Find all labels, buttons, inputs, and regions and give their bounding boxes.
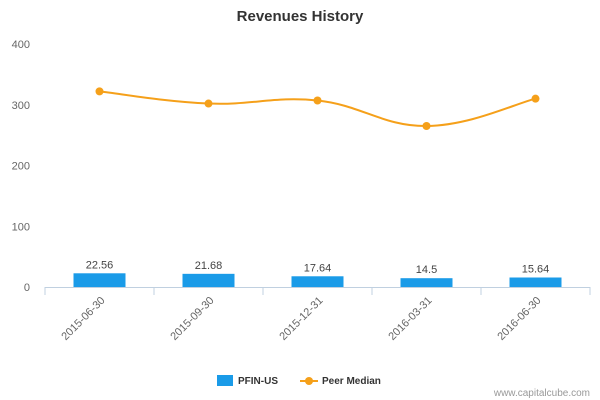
line-series bbox=[95, 87, 540, 131]
bar-data-labels: 22.56 21.68 17.64 14.5 15.64 bbox=[86, 259, 550, 276]
legend: PFIN-US Peer Median bbox=[217, 375, 381, 387]
x-tick-label: 2016-06-30 bbox=[495, 295, 543, 343]
x-tick-label: 2015-12-31 bbox=[277, 295, 325, 343]
bar-series bbox=[73, 273, 562, 287]
legend-swatch-pfin-us bbox=[217, 375, 233, 386]
peer-median-point bbox=[95, 87, 104, 96]
legend-label-pfin-us: PFIN-US bbox=[238, 376, 278, 387]
legend-marker-peer-median bbox=[305, 377, 313, 385]
bar bbox=[73, 273, 126, 287]
bar-data-label: 22.56 bbox=[86, 259, 114, 271]
y-axis-labels: 0 100 200 300 400 bbox=[12, 39, 30, 294]
peer-median-point bbox=[313, 96, 322, 105]
watermark: www.capitalcube.com bbox=[493, 388, 590, 399]
bar bbox=[400, 278, 453, 287]
bar bbox=[509, 277, 562, 287]
bar-data-label: 14.5 bbox=[416, 264, 437, 276]
legend-label-peer-median: Peer Median bbox=[322, 376, 381, 387]
peer-median-point bbox=[422, 122, 431, 131]
bar-data-label: 17.64 bbox=[304, 262, 332, 274]
y-tick-label: 0 bbox=[24, 282, 30, 294]
bar bbox=[291, 276, 344, 287]
x-tick-label: 2015-06-30 bbox=[59, 295, 107, 343]
x-axis-labels: 2015-06-30 2015-09-30 2015-12-31 2016-03-31… bbox=[59, 295, 543, 343]
bar bbox=[182, 273, 235, 287]
y-tick-label: 200 bbox=[12, 161, 30, 173]
x-tick-label: 2016-03-31 bbox=[386, 295, 434, 343]
x-axis-ticks bbox=[44, 287, 591, 295]
y-tick-label: 400 bbox=[12, 39, 30, 51]
x-tick-label: 2015-09-30 bbox=[168, 295, 216, 343]
peer-median-point bbox=[204, 99, 213, 108]
chart-title: Revenues History bbox=[237, 8, 364, 25]
y-tick-label: 300 bbox=[12, 100, 30, 112]
bar-data-label: 15.64 bbox=[522, 263, 550, 275]
peer-median-point bbox=[531, 94, 540, 103]
y-tick-label: 100 bbox=[12, 221, 30, 233]
bar-data-label: 21.68 bbox=[195, 260, 223, 272]
